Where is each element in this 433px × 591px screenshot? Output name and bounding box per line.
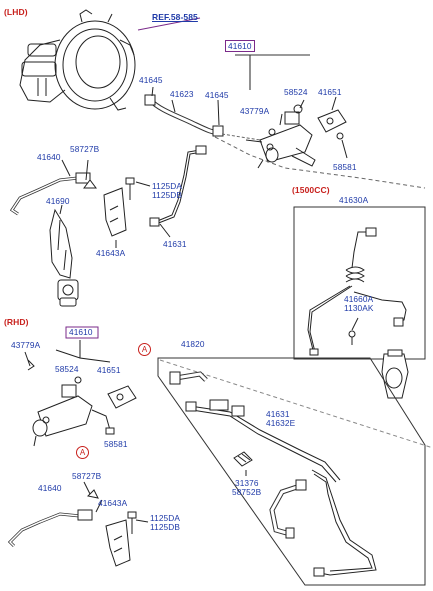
part-41640-rhd[interactable]: 41640 xyxy=(38,483,62,493)
part-31376[interactable]: 31376 xyxy=(235,478,259,488)
part-43779a-rhd[interactable]: 43779A xyxy=(11,340,41,350)
part-1125db-lhd[interactable]: 1125DB xyxy=(152,190,182,200)
bolt-1125-rhd xyxy=(127,511,137,534)
clutch-master-cylinder-lhd xyxy=(257,104,316,169)
clutch-hose-41820 xyxy=(169,371,208,385)
part-1125-lhd[interactable]: 1125DA 1125DB xyxy=(152,182,182,200)
section-label-lhd: (LHD) xyxy=(4,7,28,17)
clip-31376 xyxy=(233,451,253,467)
section-label-rhd: (RHD) xyxy=(4,317,29,327)
part-58581-rhd[interactable]: 58581 xyxy=(104,439,128,449)
part-41690[interactable]: 41690 xyxy=(46,196,70,206)
bolt-1125 xyxy=(125,177,135,200)
hose-rhd-lower xyxy=(269,479,307,539)
part-41610-rhd[interactable]: 41610 xyxy=(69,327,93,337)
reference-link[interactable]: REF.58-585 xyxy=(152,12,198,22)
part-58524-lhd[interactable]: 58524 xyxy=(284,87,308,97)
brake-booster-master-cylinder xyxy=(19,9,136,111)
part-41632e[interactable]: 41632E xyxy=(266,418,296,428)
part-41623[interactable]: 41623 xyxy=(170,89,194,99)
clutch-hose-41623 xyxy=(144,94,224,137)
part-41645-a[interactable]: 41645 xyxy=(139,75,163,85)
callout-a-marker-upper[interactable]: A xyxy=(138,343,151,356)
part-1125-rhd[interactable]: 1125DA 1125DB xyxy=(150,514,180,532)
bracket-41643a-lhd xyxy=(103,187,127,237)
slave-cylinder-41660a xyxy=(381,349,409,399)
bracket-41690-slave-cylinder xyxy=(49,208,79,307)
part-58752b[interactable]: 58752B xyxy=(232,487,262,497)
part-41643a-rhd[interactable]: 41643A xyxy=(98,498,128,508)
part-41631-lhd[interactable]: 41631 xyxy=(163,239,187,249)
gasket-41651 xyxy=(317,96,347,133)
part-41640-lhd[interactable]: 41640 xyxy=(37,152,61,162)
clutch-pipe-41631 xyxy=(149,145,207,227)
part-58581-lhd[interactable]: 58581 xyxy=(333,162,357,172)
callout-a-marker-lower[interactable]: A xyxy=(76,446,89,459)
part-41651-lhd[interactable]: 41651 xyxy=(318,87,342,97)
part-41631-rhd[interactable]: 41631 xyxy=(266,409,290,419)
panel-41820 xyxy=(157,357,426,586)
part-58727b-rhd[interactable]: 58727B xyxy=(72,471,102,481)
part-1130ak[interactable]: 1130AK xyxy=(344,303,374,313)
clutch-hose-41640-lhd xyxy=(9,172,91,216)
part-41610-lhd[interactable]: 41610 xyxy=(225,40,255,52)
part-58524-rhd[interactable]: 58524 xyxy=(55,364,79,374)
clutch-pipe-41631-rhd xyxy=(185,399,377,577)
part-group-41631-41632e[interactable]: 41631 41632E xyxy=(266,410,295,428)
part-41660a[interactable]: 41660A xyxy=(344,294,374,304)
part-group-1500cc[interactable]: 41660A 1130AK xyxy=(344,295,374,313)
clutch-pipe-41630a xyxy=(307,227,407,356)
bracket-41643a-rhd xyxy=(105,519,131,567)
clutch-master-cylinder-rhd xyxy=(32,376,93,447)
part-58727b-lhd[interactable]: 58727B xyxy=(70,144,100,154)
part-41645-b[interactable]: 41645 xyxy=(205,90,229,100)
gasket-41651-rhd xyxy=(107,385,137,409)
part-41643a-lhd[interactable]: 41643A xyxy=(96,248,126,258)
part-1125da-lhd[interactable]: 1125DA xyxy=(152,181,182,191)
panel-1500cc xyxy=(293,206,426,360)
part-1125da-rhd[interactable]: 1125DA xyxy=(150,513,180,523)
part-group-31376-58752b[interactable]: 31376 58752B xyxy=(232,479,261,497)
clutch-hose-41640-rhd xyxy=(7,509,93,548)
part-41820[interactable]: 41820 xyxy=(181,339,205,349)
part-41651-rhd[interactable]: 41651 xyxy=(97,365,121,375)
part-41630a[interactable]: 41630A xyxy=(339,195,369,205)
section-label-1500cc: (1500CC) xyxy=(292,185,330,195)
part-1125db-rhd[interactable]: 1125DB xyxy=(150,522,180,532)
part-43779a-lhd[interactable]: 43779A xyxy=(240,106,270,116)
